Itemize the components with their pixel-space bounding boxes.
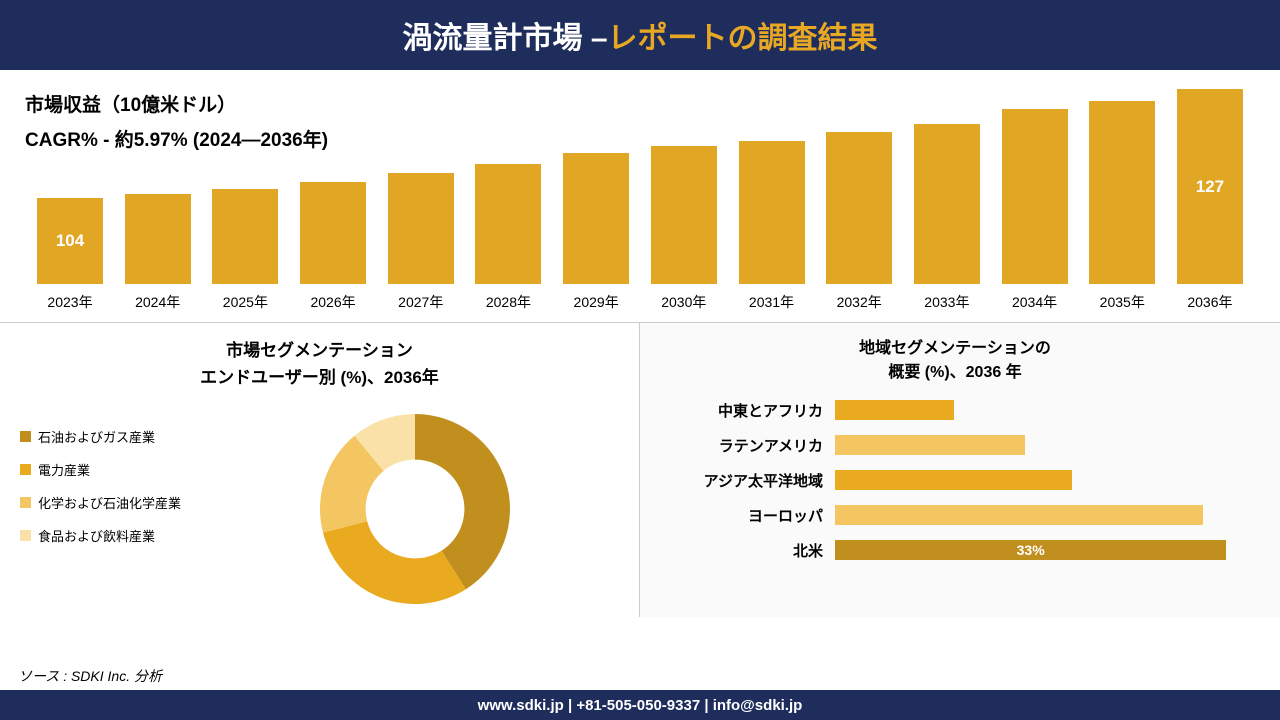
bar (125, 194, 191, 284)
bar-axis-label: 2031年 (749, 292, 794, 312)
bar-value-label: 104 (56, 231, 84, 251)
bar (563, 153, 629, 284)
hbar-label: 北米 (660, 540, 835, 561)
bar (388, 173, 454, 284)
hbar-track (835, 435, 1250, 455)
title-part2: レポートの調査結果 (608, 22, 878, 55)
legend-item: 食品および飲料産業 (20, 526, 181, 545)
bar-column: 2027年 (380, 173, 462, 312)
legend-label: 化学および石油化学産業 (38, 493, 181, 512)
region-panel: 地域セグメンテーションの 概要 (%)、2036 年 中東とアフリカラテンアメリ… (640, 323, 1280, 617)
bar-column: 2024年 (117, 194, 199, 312)
hbar-label: アジア太平洋地域 (660, 470, 835, 491)
bar-column: 2030年 (643, 146, 725, 312)
bar-axis-label: 2027年 (398, 292, 443, 312)
legend-item: 石油およびガス産業 (20, 427, 181, 446)
bar-column: 127 2036年 (1169, 89, 1251, 312)
bar-column: 2032年 (818, 132, 900, 312)
donut-slice (323, 522, 466, 605)
bar-axis-label: 2026年 (310, 292, 355, 312)
hbar-fill: 33% (835, 540, 1226, 560)
bar-column: 2035年 (1081, 101, 1163, 312)
legend-swatch (20, 464, 31, 475)
hbar-row: アジア太平洋地域 (660, 467, 1250, 493)
hbar-track (835, 400, 1250, 420)
bar-axis-label: 2025年 (223, 292, 268, 312)
bar: 127 (1177, 89, 1243, 284)
bar-column: 104 2023年 (29, 198, 111, 312)
bar (826, 132, 892, 284)
hbar-fill (835, 470, 1072, 490)
hbar-track: 33% (835, 540, 1250, 560)
bar-axis-label: 2033年 (924, 292, 969, 312)
bar-value-label: 127 (1196, 177, 1224, 197)
hbar-fill (835, 505, 1203, 525)
bar-column: 2034年 (994, 109, 1076, 312)
bar-axis-label: 2030年 (661, 292, 706, 312)
bar (1089, 101, 1155, 284)
bar-axis-label: 2028年 (486, 292, 531, 312)
bar-column: 2033年 (906, 124, 988, 312)
footer-bar: www.sdki.jp | +81-505-050-9337 | info@sd… (0, 690, 1280, 720)
bar-axis-label: 2032年 (837, 292, 882, 312)
legend-swatch (20, 497, 31, 508)
bar (651, 146, 717, 284)
title-part1: 渦流量計市場 – (402, 22, 607, 55)
donut-wrap: 石油およびガス産業電力産業化学および石油化学産業食品および飲料産業 (20, 399, 619, 619)
hbar-fill (835, 400, 954, 420)
revenue-section: 市場収益（10億米ドル） CAGR% - 約5.97% (2024―2036年)… (0, 70, 1280, 322)
bar (475, 164, 541, 284)
bar-column: 2025年 (204, 189, 286, 312)
hbar-fill (835, 435, 1025, 455)
bar-column: 2031年 (731, 141, 813, 312)
legend-label: 食品および飲料産業 (38, 526, 155, 545)
bar-axis-label: 2034年 (1012, 292, 1057, 312)
bar-column: 2029年 (555, 153, 637, 312)
bar-axis-label: 2029年 (574, 292, 619, 312)
hbar-label: ラテンアメリカ (660, 435, 835, 456)
bar-column: 2028年 (467, 164, 549, 312)
legend-item: 化学および石油化学産業 (20, 493, 181, 512)
bar-axis-label: 2024年 (135, 292, 180, 312)
legend-swatch (20, 530, 31, 541)
hbar-label: 中東とアフリカ (660, 400, 835, 421)
bar (1002, 109, 1068, 284)
bottom-section: 市場セグメンテーション エンドユーザー別 (%)、2036年 石油およびガス産業… (0, 322, 1280, 617)
hbar-title-line2: 概要 (%)、2036 年 (888, 364, 1021, 381)
page-title: 渦流量計市場 –レポートの調査結果 (402, 13, 877, 57)
legend-item: 電力産業 (20, 460, 181, 479)
hbar-track (835, 470, 1250, 490)
bar-column: 2026年 (292, 182, 374, 312)
hbar-chart: 中東とアフリカラテンアメリカアジア太平洋地域ヨーロッパ北米 33% (660, 397, 1250, 563)
hbar-row: ラテンアメリカ (660, 432, 1250, 458)
hbar-title: 地域セグメンテーションの 概要 (%)、2036 年 (660, 337, 1250, 385)
hbar-row: ヨーロッパ (660, 502, 1250, 528)
hbar-value-label: 33% (1017, 542, 1045, 558)
segmentation-panel: 市場セグメンテーション エンドユーザー別 (%)、2036年 石油およびガス産業… (0, 323, 640, 617)
source-text: ソース : SDKI Inc. 分析 (18, 666, 162, 686)
bar (739, 141, 805, 284)
hbar-track (835, 505, 1250, 525)
bar (300, 182, 366, 284)
bar-axis-label: 2035年 (1100, 292, 1145, 312)
legend-label: 電力産業 (38, 460, 90, 479)
donut-title-line2: エンドユーザー別 (%)、2036年 (200, 368, 439, 387)
legend-swatch (20, 431, 31, 442)
hbar-title-line1: 地域セグメンテーションの (859, 340, 1051, 357)
hbar-label: ヨーロッパ (660, 505, 835, 526)
donut-title-line1: 市場セグメンテーション (226, 341, 413, 360)
donut-title: 市場セグメンテーション エンドユーザー別 (%)、2036年 (20, 337, 619, 391)
header-banner: 渦流量計市場 –レポートの調査結果 (0, 0, 1280, 70)
bar (914, 124, 980, 284)
bar-axis-label: 2036年 (1187, 292, 1232, 312)
donut-chart (211, 399, 619, 619)
donut-legend: 石油およびガス産業電力産業化学および石油化学産業食品および飲料産業 (20, 427, 181, 559)
bar: 104 (37, 198, 103, 284)
legend-label: 石油およびガス産業 (38, 427, 155, 446)
hbar-row: 北米 33% (660, 537, 1250, 563)
bar-axis-label: 2023年 (47, 292, 92, 312)
hbar-row: 中東とアフリカ (660, 397, 1250, 423)
bar (212, 189, 278, 284)
